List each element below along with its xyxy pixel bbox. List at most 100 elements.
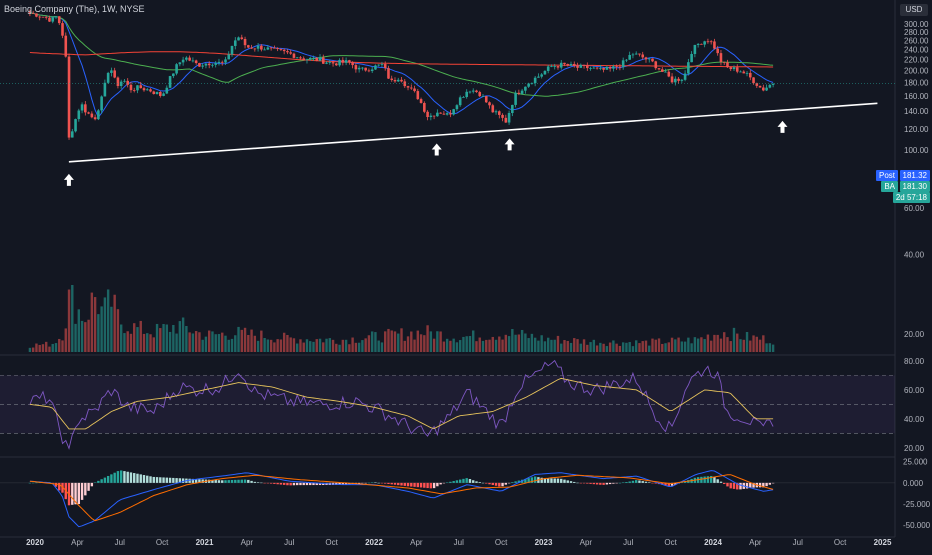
post-value: 181.32 bbox=[899, 170, 930, 181]
volume-bar bbox=[416, 330, 420, 352]
volume-bar bbox=[403, 340, 406, 352]
time-axis-label: Apr bbox=[410, 538, 423, 547]
volume-bar bbox=[309, 341, 312, 352]
volume-bar bbox=[299, 339, 302, 352]
macd-hist-bar bbox=[234, 479, 237, 483]
candle-body bbox=[273, 47, 276, 49]
volume-bar bbox=[732, 327, 736, 352]
currency-label[interactable]: USD bbox=[900, 4, 928, 16]
macd-hist-bar bbox=[74, 482, 77, 505]
candle-body bbox=[129, 84, 133, 91]
volume-bar bbox=[423, 335, 426, 352]
candle-body bbox=[670, 76, 674, 83]
candle-body bbox=[158, 91, 162, 96]
macd-hist-bar bbox=[468, 479, 472, 483]
candle-body bbox=[566, 64, 570, 66]
volume-bar bbox=[194, 331, 198, 352]
candle-body bbox=[312, 57, 315, 59]
volume-bar bbox=[237, 326, 240, 352]
volume-bar bbox=[292, 338, 296, 352]
candle-body bbox=[449, 113, 452, 115]
candle-body bbox=[165, 87, 169, 94]
macd-hist-bar bbox=[475, 481, 478, 483]
macd-hist-bar bbox=[423, 482, 426, 488]
macd-hist-bar bbox=[296, 482, 299, 486]
candle-body bbox=[279, 48, 283, 50]
volume-bar bbox=[45, 341, 48, 352]
time-axis-label: Oct bbox=[156, 538, 169, 547]
macd-hist-bar bbox=[635, 480, 638, 483]
macd-hist-bar bbox=[576, 482, 579, 484]
volume-bar bbox=[139, 320, 142, 352]
volume-bar bbox=[667, 342, 670, 352]
volume-bar bbox=[755, 336, 759, 352]
up-arrow-marker[interactable] bbox=[504, 138, 515, 151]
macd-hist-bar bbox=[556, 478, 560, 483]
macd-hist-bar bbox=[615, 482, 618, 484]
candle-body bbox=[465, 91, 469, 97]
candle-body bbox=[325, 62, 328, 64]
candle-body bbox=[263, 49, 266, 51]
macd-hist-bar bbox=[318, 482, 322, 486]
volume-bar bbox=[621, 342, 625, 352]
macd-hist-bar bbox=[393, 482, 397, 485]
macd-hist-bar bbox=[602, 482, 605, 485]
macd-hist-bar bbox=[683, 481, 687, 483]
macd-hist-bar bbox=[77, 482, 81, 505]
macd-hist-bar bbox=[191, 478, 195, 483]
volume-bar bbox=[354, 342, 358, 352]
candle-body bbox=[286, 51, 289, 53]
candle-body bbox=[136, 85, 139, 91]
macd-hist-bar bbox=[400, 482, 403, 486]
volume-bar bbox=[390, 330, 393, 352]
candle-body bbox=[335, 63, 338, 66]
volume-bar bbox=[478, 337, 481, 352]
volume-bar bbox=[654, 339, 657, 352]
candle-body bbox=[742, 71, 746, 74]
macd-hist-bar bbox=[28, 482, 32, 484]
volume-bar bbox=[106, 289, 110, 352]
volume-bar bbox=[455, 342, 459, 352]
volume-bar bbox=[527, 338, 530, 352]
candle-body bbox=[299, 57, 302, 59]
candle-body bbox=[61, 23, 64, 36]
macd-hist-bar bbox=[628, 481, 631, 483]
macd-hist-bar bbox=[670, 482, 674, 486]
candle-body bbox=[387, 68, 390, 79]
volume-bar bbox=[146, 333, 149, 352]
candle-body bbox=[344, 60, 348, 63]
candle-body bbox=[247, 45, 250, 48]
volume-bar bbox=[133, 323, 136, 352]
volume-bar bbox=[234, 335, 237, 352]
volume-bar bbox=[657, 338, 661, 352]
symbol-title: Boeing Company (The), 1W, NYSE bbox=[4, 4, 145, 14]
volume-bar bbox=[110, 306, 113, 352]
volume-bar bbox=[276, 339, 279, 352]
up-arrow-marker[interactable] bbox=[431, 143, 442, 156]
volume-bar bbox=[631, 346, 635, 352]
volume-bar bbox=[758, 339, 762, 352]
up-arrow-marker[interactable] bbox=[777, 120, 788, 133]
candle-body bbox=[292, 53, 296, 58]
volume-bar bbox=[563, 340, 566, 352]
candle-body bbox=[758, 85, 762, 88]
candle-body bbox=[475, 90, 478, 93]
candle-body bbox=[123, 80, 126, 82]
up-arrow-marker[interactable] bbox=[63, 173, 74, 186]
time-axis-label: 2020 bbox=[26, 538, 44, 547]
time-axis-label: Jul bbox=[623, 538, 633, 547]
volume-bar bbox=[628, 342, 631, 352]
macd-hist-bar bbox=[51, 482, 54, 484]
volume-bar bbox=[247, 334, 250, 352]
time-axis-label: Apr bbox=[71, 538, 84, 547]
candle-body bbox=[504, 117, 508, 123]
candle-body bbox=[582, 64, 586, 66]
macd-hist-bar bbox=[266, 482, 270, 484]
macd-hist-bar bbox=[322, 482, 325, 486]
macd-hist-bar bbox=[494, 482, 498, 486]
macd-hist-bar bbox=[638, 480, 641, 483]
volume-bar bbox=[576, 339, 579, 352]
support-trendline[interactable] bbox=[68, 102, 878, 163]
